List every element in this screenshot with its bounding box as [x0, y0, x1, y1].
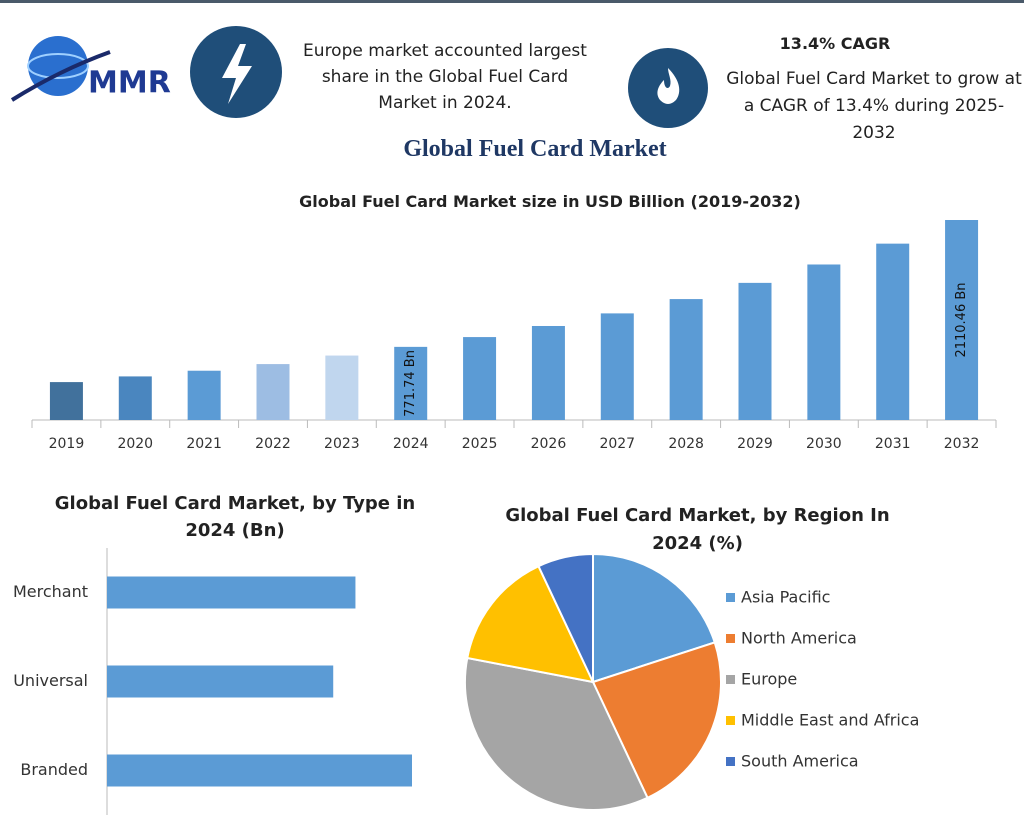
bar	[738, 282, 772, 420]
legend-swatch	[726, 716, 735, 725]
cagr-note: Global Fuel Card Market to grow at a CAG…	[726, 69, 1022, 143]
x-tick-label: 2030	[806, 436, 842, 452]
bar	[531, 325, 565, 420]
top-rule	[0, 0, 1024, 3]
value-label: 2110.46 Bn	[954, 282, 969, 357]
legend-swatch	[726, 757, 735, 766]
x-tick-label: 2021	[186, 436, 222, 452]
value-label: 771.74 Bn	[403, 350, 418, 417]
logo-text: MMR	[88, 66, 171, 101]
chart-title: Global Fuel Card Market, by Region In 20…	[505, 505, 890, 554]
bar	[669, 299, 703, 420]
x-tick-label: 2032	[944, 436, 980, 452]
legend-swatch	[726, 675, 735, 684]
x-tick-label: 2019	[49, 436, 85, 452]
y-tick-label: Branded	[20, 760, 88, 779]
legend-swatch	[726, 634, 735, 643]
bar	[49, 382, 83, 420]
cagr-title: 13.4% CAGR	[779, 34, 891, 53]
x-tick-label: 2026	[531, 436, 567, 452]
y-tick-label: Merchant	[13, 582, 88, 601]
legend-label: Asia Pacific	[741, 588, 830, 607]
bar	[394, 346, 428, 420]
bar	[187, 370, 221, 420]
bar	[107, 754, 412, 787]
logo-swoosh	[10, 50, 111, 102]
bar	[107, 665, 334, 698]
x-tick-label: 2028	[668, 436, 704, 452]
y-tick-label: Universal	[13, 671, 88, 690]
pie-slice	[537, 552, 594, 683]
x-tick-label: 2020	[117, 436, 153, 452]
bar	[325, 355, 359, 420]
bar	[807, 264, 841, 420]
logo-orbit	[27, 53, 89, 79]
chart-title: Global Fuel Card Market, by Type in 2024…	[54, 493, 416, 541]
legend-swatch	[726, 593, 735, 602]
bolt-icon	[222, 44, 252, 104]
legend-label: South America	[741, 752, 859, 771]
bar	[463, 337, 497, 420]
bar	[256, 364, 290, 420]
pie-slice	[591, 641, 722, 800]
bar	[945, 220, 979, 420]
pie-slice	[592, 552, 716, 684]
x-tick-label: 2024	[393, 436, 429, 452]
flame-icon	[657, 68, 680, 104]
pie-slice	[466, 564, 595, 684]
x-tick-label: 2031	[875, 436, 911, 452]
left-note: Europe market accounted largest share in…	[303, 41, 587, 113]
x-tick-label: 2025	[462, 436, 498, 452]
x-tick-label: 2022	[255, 436, 291, 452]
pie-slice	[464, 656, 649, 811]
x-tick-label: 2023	[324, 436, 360, 452]
legend-label: Europe	[741, 670, 797, 689]
legend-label: North America	[741, 629, 857, 648]
x-tick-label: 2029	[737, 436, 773, 452]
bar	[118, 376, 152, 420]
x-tick-label: 2027	[599, 436, 635, 452]
bar	[107, 576, 356, 609]
bar	[600, 313, 634, 420]
chart-title: Global Fuel Card Market size in USD Bill…	[299, 192, 801, 211]
legend-label: Middle East and Africa	[741, 711, 919, 730]
main-title: Global Fuel Card Market	[403, 136, 667, 162]
bar	[876, 243, 910, 420]
